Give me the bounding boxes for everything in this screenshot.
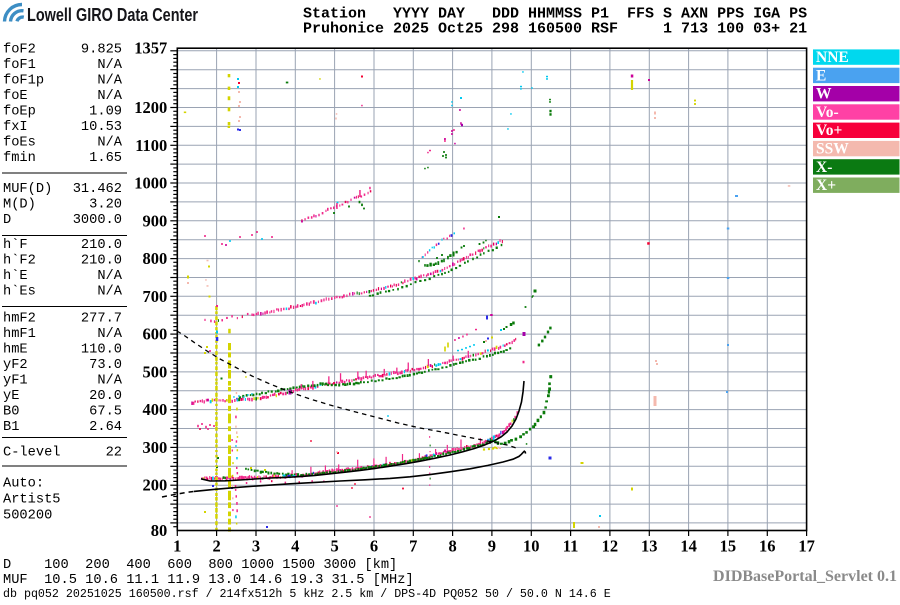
- svg-text:7: 7: [409, 537, 417, 556]
- svg-text:Pruhonice 2025 Oct25 298 16050: Pruhonice 2025 Oct25 298 160500 RSF 1 71…: [303, 21, 807, 38]
- svg-text:NNE: NNE: [816, 49, 849, 66]
- svg-text:6: 6: [370, 537, 378, 556]
- svg-text:500200: 500200: [3, 509, 52, 524]
- svg-text:Station YYYY DAY DDD HHMMS: Station YYYY DAY DDD HHMMSS P1 FFS S AXN…: [303, 6, 807, 23]
- svg-text:13: 13: [641, 537, 658, 556]
- svg-text:1000: 1000: [134, 174, 167, 193]
- svg-text:16: 16: [759, 537, 776, 556]
- svg-text:210.0: 210.0: [81, 254, 122, 269]
- svg-text:N/A: N/A: [97, 269, 122, 284]
- svg-text:D 100 200 400 600 800 1: D 100 200 400 600 800 1000 1500 3000 [km…: [3, 558, 397, 573]
- svg-text:10.53: 10.53: [81, 120, 122, 135]
- svg-text:14: 14: [680, 537, 697, 556]
- svg-text:Artist5: Artist5: [3, 493, 61, 508]
- svg-text:3: 3: [252, 537, 260, 556]
- svg-text:73.0: 73.0: [89, 358, 122, 373]
- svg-text:600: 600: [143, 325, 168, 344]
- svg-text:Vo+: Vo+: [816, 122, 843, 139]
- svg-text:10: 10: [523, 537, 540, 556]
- svg-text:15: 15: [720, 537, 737, 556]
- svg-text:N/A: N/A: [97, 74, 122, 89]
- svg-text:110.0: 110.0: [81, 343, 122, 358]
- svg-text:22: 22: [106, 446, 122, 461]
- svg-text:foEs: foEs: [3, 136, 36, 151]
- svg-text:5: 5: [330, 537, 338, 556]
- svg-text:9.825: 9.825: [81, 43, 122, 58]
- svg-text:1.09: 1.09: [89, 105, 122, 120]
- svg-text:900: 900: [143, 211, 168, 230]
- svg-text:hmF2: hmF2: [3, 312, 36, 327]
- svg-text:277.7: 277.7: [81, 312, 122, 327]
- svg-text:17: 17: [798, 537, 815, 556]
- svg-text:200: 200: [143, 476, 168, 495]
- svg-text:3.20: 3.20: [89, 198, 122, 213]
- svg-text:yE: yE: [3, 389, 19, 404]
- svg-text:X+: X+: [816, 177, 836, 194]
- svg-text:SSW: SSW: [816, 141, 849, 158]
- svg-text:300: 300: [143, 438, 168, 457]
- svg-text:B0: B0: [3, 405, 19, 420]
- svg-text:800: 800: [143, 249, 168, 268]
- svg-text:h`F2: h`F2: [3, 254, 36, 269]
- svg-text:N/A: N/A: [97, 58, 122, 73]
- svg-text:foF2: foF2: [3, 43, 36, 58]
- svg-text:1: 1: [173, 537, 181, 556]
- svg-text:20.0: 20.0: [89, 389, 122, 404]
- svg-text:W: W: [816, 86, 832, 103]
- svg-text:M(D): M(D): [3, 198, 36, 213]
- svg-text:4: 4: [291, 537, 299, 556]
- svg-text:E: E: [816, 67, 826, 84]
- svg-text:210.0: 210.0: [81, 238, 122, 253]
- svg-text:31.462: 31.462: [73, 182, 122, 197]
- svg-text:Auto:: Auto:: [3, 477, 44, 492]
- svg-text:1200: 1200: [134, 98, 167, 117]
- svg-text:8: 8: [448, 537, 456, 556]
- svg-text:C-level: C-level: [3, 446, 61, 461]
- svg-text:67.5: 67.5: [89, 405, 122, 420]
- svg-text:MUF(D): MUF(D): [3, 182, 52, 197]
- svg-text:2: 2: [212, 537, 220, 556]
- svg-text:X-: X-: [816, 159, 832, 176]
- svg-text:fxI: fxI: [3, 120, 28, 135]
- svg-text:2.64: 2.64: [89, 420, 122, 435]
- svg-text:foEp: foEp: [3, 105, 36, 120]
- svg-text:yF1: yF1: [3, 374, 28, 389]
- svg-text:B1: B1: [3, 420, 19, 435]
- svg-text:80: 80: [151, 521, 168, 540]
- svg-text:foF1p: foF1p: [3, 74, 44, 89]
- svg-text:h`F: h`F: [3, 238, 28, 253]
- svg-text:11: 11: [563, 537, 579, 556]
- svg-text:DIDBasePortal_Servlet 0.1: DIDBasePortal_Servlet 0.1: [713, 568, 897, 585]
- svg-text:MUF 10.5 10.6 11.1 11.9 13.0: MUF 10.5 10.6 11.1 11.9 13.0 14.6 19.3 3…: [3, 573, 414, 588]
- svg-text:700: 700: [143, 287, 168, 306]
- svg-text:h`E: h`E: [3, 269, 28, 284]
- svg-text:400: 400: [143, 400, 168, 419]
- svg-text:9: 9: [488, 537, 496, 556]
- svg-text:1100: 1100: [135, 136, 167, 155]
- svg-text:hmE: hmE: [3, 343, 28, 358]
- svg-text:foF1: foF1: [3, 58, 36, 73]
- svg-text:h`Es: h`Es: [3, 285, 36, 300]
- svg-text:hmF1: hmF1: [3, 327, 36, 342]
- svg-text:1.65: 1.65: [89, 151, 122, 166]
- svg-text:fmin: fmin: [3, 151, 36, 166]
- svg-text:Vo-: Vo-: [816, 104, 839, 121]
- svg-text:N/A: N/A: [97, 285, 122, 300]
- svg-text:N/A: N/A: [97, 89, 122, 104]
- svg-text:Lowell GIRO Data Center: Lowell GIRO Data Center: [27, 4, 198, 25]
- svg-text:D: D: [3, 213, 11, 228]
- svg-text:yF2: yF2: [3, 358, 28, 373]
- svg-text:500: 500: [143, 362, 168, 381]
- svg-text:N/A: N/A: [97, 136, 122, 151]
- svg-text:12: 12: [602, 537, 619, 556]
- svg-text:3000.0: 3000.0: [73, 213, 122, 228]
- svg-text:db pq052 20251025 160500.rsf /: db pq052 20251025 160500.rsf / 214fx512h…: [3, 588, 611, 600]
- svg-text:1357: 1357: [134, 39, 167, 58]
- svg-text:N/A: N/A: [97, 374, 122, 389]
- svg-text:N/A: N/A: [97, 327, 122, 342]
- svg-text:foE: foE: [3, 89, 28, 104]
